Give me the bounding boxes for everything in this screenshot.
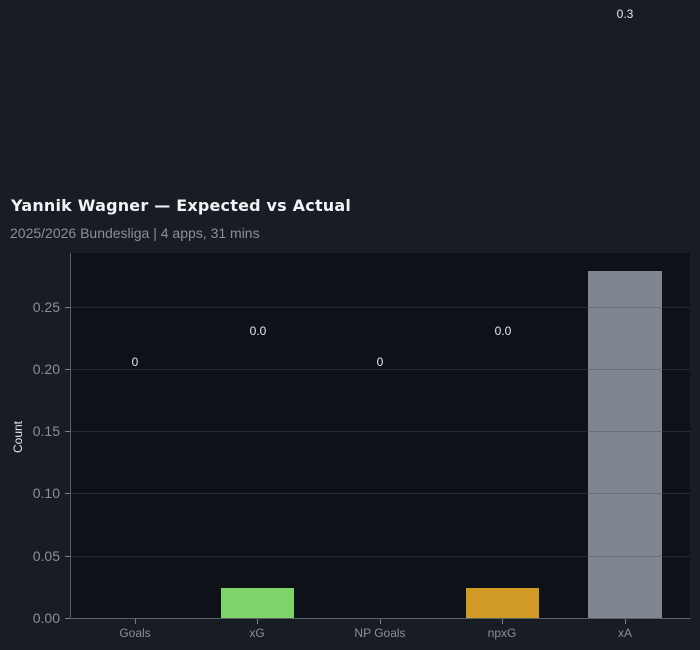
bar-npxg [466,588,539,618]
x-axis [66,618,691,619]
x-tick [257,619,258,624]
gridline [70,493,690,494]
gridline-overlay [588,307,662,308]
x-tick-label-xg: xG [249,626,265,640]
x-tick-label-xa: xA [617,626,632,640]
gridline-overlay [588,369,662,370]
x-tick [502,619,503,624]
gridline-overlay [588,493,662,494]
gridline [70,307,690,308]
x-tick [625,619,626,624]
x-tick-label-np-goals: NP Goals [354,626,406,640]
gridline [70,431,690,432]
y-axis-label: Count [11,420,25,454]
x-tick [135,619,136,624]
y-tick [65,369,70,370]
y-tick-label: 0.05 [32,548,60,564]
plot-area [70,253,690,618]
chart-title: Yannik Wagner — Expected vs Actual [11,196,352,215]
y-tick [65,493,70,494]
bar-xa [588,271,662,618]
y-tick [65,431,70,432]
gridline-overlay [588,556,662,557]
y-axis [70,253,71,619]
value-label-xa: 0.3 [616,7,634,21]
y-tick [65,618,70,619]
x-tick [380,619,381,624]
chart-subtitle: 2025/2026 Bundesliga | 4 apps, 31 mins [10,225,260,241]
value-label-xg: 0.0 [249,324,267,338]
value-label-goals: 0 [131,355,139,369]
y-tick-label: 0.25 [32,299,60,315]
y-tick-label: 0.10 [32,485,60,501]
x-tick-label-npxg: npxG [487,626,517,640]
gridline-overlay [588,431,662,432]
bar-xg [221,588,294,618]
value-label-npxg: 0.0 [494,324,512,338]
value-label-np-goals: 0 [376,355,384,369]
y-tick-label: 0.20 [32,361,60,377]
y-tick-label: 0.00 [32,610,60,626]
x-tick-label-goals: Goals [119,626,151,640]
gridline [70,369,690,370]
gridline [70,556,690,557]
y-tick [65,307,70,308]
y-tick [65,556,70,557]
y-tick-label: 0.15 [32,423,60,439]
